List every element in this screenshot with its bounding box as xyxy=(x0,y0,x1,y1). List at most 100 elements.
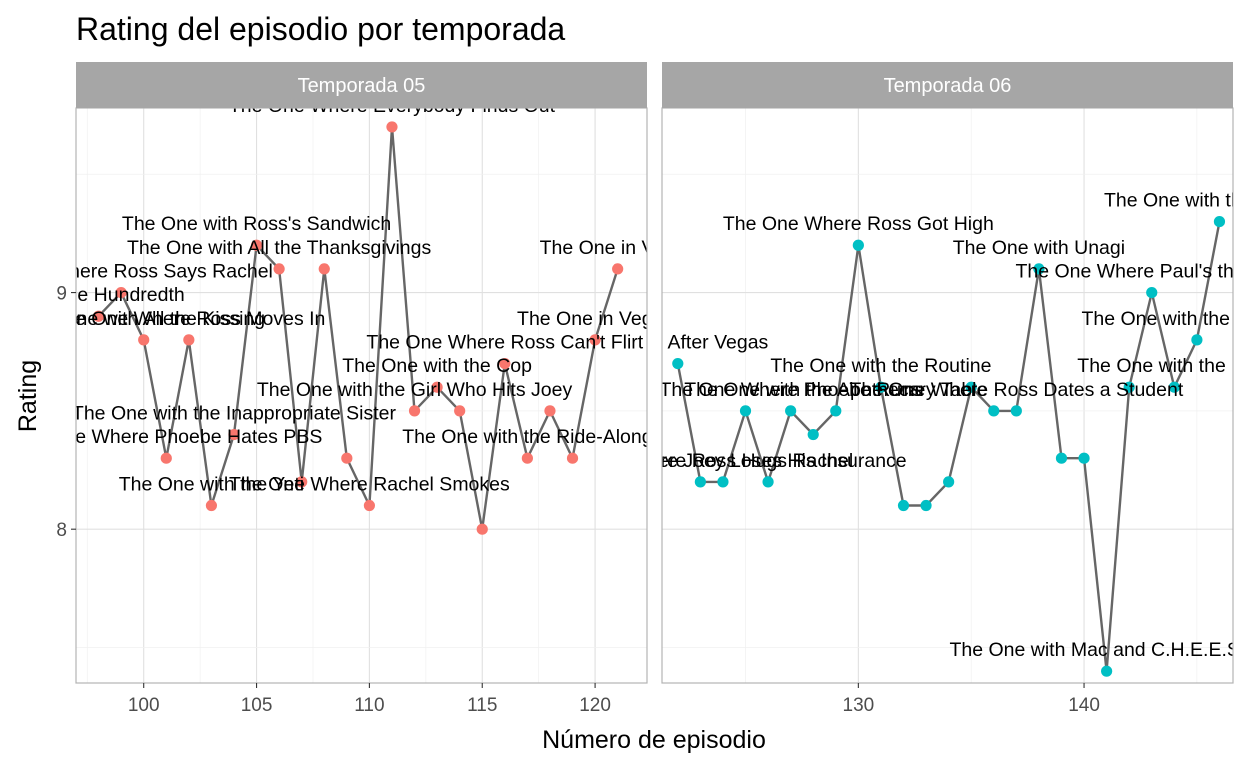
data-point xyxy=(1055,452,1068,464)
episode-label: The One Where Joey Loses His Insurance xyxy=(539,450,906,472)
episode-label: The One with the Cop xyxy=(342,355,532,377)
data-point xyxy=(762,476,774,488)
x-axis-title: Número de episodio xyxy=(542,726,766,754)
data-point xyxy=(408,405,421,417)
data-point xyxy=(160,452,172,464)
series-line xyxy=(97,126,619,530)
panels: The One HundredthThe One Where Ross Says… xyxy=(10,62,1248,716)
data-point xyxy=(589,334,601,346)
data-point xyxy=(431,381,443,393)
x-tick-label: 105 xyxy=(241,695,273,716)
y-axis-title: Rating xyxy=(14,360,42,432)
data-point xyxy=(566,452,579,464)
data-point xyxy=(739,405,752,417)
data-point xyxy=(454,405,466,417)
panel-background xyxy=(76,108,647,683)
episode-label: The One After Vegas xyxy=(587,332,768,354)
episode-label: The One Where Ross Got High xyxy=(723,213,994,235)
y-tick-label: 8 xyxy=(56,520,67,541)
x-tick-label: 130 xyxy=(843,695,875,716)
episode-label: The One Where Ross Hugs Rachel xyxy=(548,450,854,472)
panel-0: The One HundredthThe One Where Ross Says… xyxy=(10,62,696,716)
data-point xyxy=(296,476,308,488)
data-point xyxy=(138,334,150,346)
episode-label: The One with the Routine xyxy=(770,355,991,377)
data-point xyxy=(341,452,353,464)
data-point xyxy=(318,263,330,275)
data-point xyxy=(694,476,706,488)
data-point xyxy=(521,452,533,464)
episode-label: The One Where Paul's the Man xyxy=(1015,261,1248,283)
episode-label: The One with Unagi xyxy=(953,237,1125,259)
x-tick-label: 100 xyxy=(128,695,160,716)
episode-label: The One with Mac and C.H.E.E.S.E. xyxy=(949,639,1248,661)
x-tick-label: 120 xyxy=(579,695,611,716)
data-point xyxy=(943,476,955,488)
data-point xyxy=(1101,665,1113,677)
x-tick-label: 140 xyxy=(1068,695,1100,716)
data-point xyxy=(807,428,819,441)
episode-label: The One Where Phoebe Runs xyxy=(659,379,922,401)
data-point xyxy=(672,357,684,370)
episode-label: The One with the Ring xyxy=(1077,355,1248,377)
episode-label: The One with the Inappropriate Sister xyxy=(72,403,397,425)
episode-label: The One Where Rachel Smokes xyxy=(229,474,510,496)
episode-label: The One in Vegas xyxy=(517,308,673,330)
y-tick-label: 9 xyxy=(56,284,67,305)
panel-background xyxy=(662,108,1233,683)
data-point xyxy=(875,381,887,393)
chart-title: Rating del episodio por temporada xyxy=(76,11,565,47)
episode-label: The One with All the Thanksgivings xyxy=(127,237,431,259)
episode-label: The One with the Girl Who Hits Joey xyxy=(257,379,573,401)
data-point xyxy=(499,357,511,370)
data-point xyxy=(205,499,218,512)
data-point xyxy=(273,263,285,275)
data-point xyxy=(1010,405,1022,417)
data-point xyxy=(228,428,240,441)
facet-strip xyxy=(662,62,1233,108)
data-point xyxy=(115,286,127,299)
episode-label: The One with the Apothecary Table xyxy=(684,379,987,401)
data-point xyxy=(830,405,842,417)
episode-label: The One Where Ross Moves In xyxy=(52,308,325,330)
facet-strip xyxy=(76,62,647,108)
data-point xyxy=(1078,452,1090,464)
facet-strip-label: Temporada 05 xyxy=(298,75,426,97)
episode-label: The One in Vegas xyxy=(540,237,696,259)
episode-label: The One Where Everybody Finds Out xyxy=(229,95,556,117)
episode-label: The One Where Ross Dates a Student xyxy=(849,379,1183,401)
data-point xyxy=(183,334,195,346)
data-point xyxy=(476,523,488,535)
episode-label: The One with All the Kissing xyxy=(22,308,265,330)
episode-label: The One with Ross's Sandwich xyxy=(122,213,391,235)
episode-label: The One with the Yeti xyxy=(119,474,304,496)
episode-label: The One Where Phoebe Hates PBS xyxy=(10,426,322,448)
data-point xyxy=(1123,381,1135,393)
episode-label: The One with the Ride-Along xyxy=(402,426,652,448)
panel-1: The One After Vegas The One Where Ross Hu… xyxy=(539,62,1248,716)
data-point xyxy=(785,405,797,417)
data-point xyxy=(1168,381,1180,393)
episode-label: The One Hundredth xyxy=(12,284,184,306)
episode-label: The One with the Proposal xyxy=(1104,190,1248,212)
data-point xyxy=(92,310,105,322)
data-point xyxy=(250,239,263,251)
data-point xyxy=(965,381,977,393)
data-point xyxy=(1191,334,1203,346)
episode-label: The One with the Proposal xyxy=(1081,308,1248,330)
data-point xyxy=(363,499,375,512)
data-point xyxy=(386,121,398,133)
facet-strip-label: Temporada 06 xyxy=(884,75,1012,97)
data-point xyxy=(988,405,1000,417)
data-point xyxy=(1146,286,1158,299)
data-point xyxy=(897,499,910,512)
data-point xyxy=(1213,215,1226,228)
episode-label: The One Where Ross Can't Flirt xyxy=(366,332,643,354)
x-tick-label: 110 xyxy=(354,695,384,716)
data-point xyxy=(852,239,864,251)
data-point xyxy=(612,263,624,275)
data-point xyxy=(717,476,729,488)
x-tick-label: 115 xyxy=(467,695,497,716)
data-point xyxy=(544,405,556,417)
